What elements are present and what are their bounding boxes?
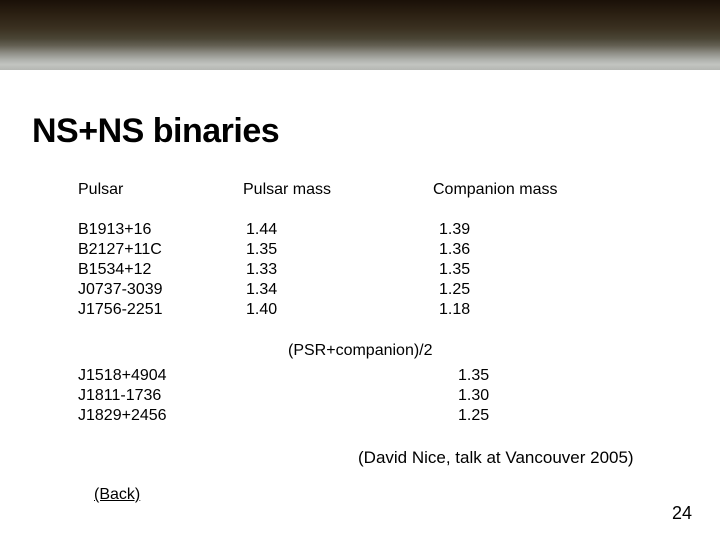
attribution: (David Nice, talk at Vancouver 2005): [78, 448, 680, 468]
cell-val: 1.25: [243, 406, 489, 426]
cell-pulsar: B1913+16: [78, 220, 243, 240]
table-row: B2127+11C 1.35 1.36: [78, 240, 680, 260]
cell-pm: 1.33: [243, 260, 436, 280]
cell-pulsar: J1811-1736: [78, 386, 243, 406]
page-number: 24: [672, 503, 692, 524]
table-row: J1811-1736 1.30: [78, 386, 680, 406]
decorative-gradient-stripe: [0, 0, 720, 70]
table-row: J1829+2456 1.25: [78, 406, 680, 426]
cell-pm: 1.34: [243, 280, 436, 300]
cell-val: 1.35: [243, 366, 489, 386]
header-pulsar-mass: Pulsar mass: [243, 180, 433, 200]
table-row: J0737-3039 1.34 1.25: [78, 280, 680, 300]
cell-cm: 1.35: [436, 260, 639, 280]
cell-pulsar: B2127+11C: [78, 240, 243, 260]
back-link[interactable]: (Back): [94, 486, 140, 504]
cell-cm: 1.18: [436, 300, 639, 320]
cell-pulsar: J1756-2251: [78, 300, 243, 320]
table-header-row: Pulsar Pulsar mass Companion mass: [78, 180, 680, 200]
cell-pm: 1.44: [243, 220, 436, 240]
cell-pulsar: B1534+12: [78, 260, 243, 280]
cell-val: 1.30: [243, 386, 489, 406]
cell-pulsar: J1829+2456: [78, 406, 243, 426]
table-row: J1518+4904 1.35: [78, 366, 680, 386]
table-row: J1756-2251 1.40 1.18: [78, 300, 680, 320]
content-area: Pulsar Pulsar mass Companion mass B1913+…: [78, 180, 680, 468]
table-row: B1913+16 1.44 1.39: [78, 220, 680, 240]
cell-cm: 1.39: [436, 220, 639, 240]
table-row: B1534+12 1.33 1.35: [78, 260, 680, 280]
cell-pm: 1.35: [243, 240, 436, 260]
header-companion-mass: Companion mass: [433, 180, 633, 200]
header-pulsar: Pulsar: [78, 180, 243, 200]
cell-cm: 1.36: [436, 240, 639, 260]
cell-pulsar: J1518+4904: [78, 366, 243, 386]
cell-cm: 1.25: [436, 280, 639, 300]
slide-title: NS+NS binaries: [32, 112, 279, 151]
cell-pm: 1.40: [243, 300, 436, 320]
cell-pulsar: J0737-3039: [78, 280, 243, 300]
subheader: (PSR+companion)/2: [78, 342, 680, 360]
slide: NS+NS binaries Pulsar Pulsar mass Compan…: [0, 0, 720, 540]
